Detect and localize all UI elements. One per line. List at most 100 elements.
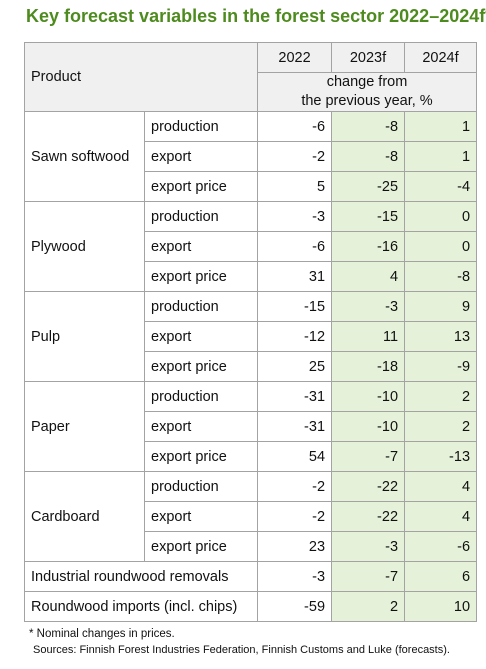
variable-label: production: [143, 471, 259, 502]
table-row: Industrial roundwood removals -3 -7 6: [23, 561, 478, 592]
value-2022: 23: [257, 531, 333, 562]
value-2023f: -10: [331, 411, 406, 442]
product-name: Pulp: [24, 291, 145, 382]
value-2024f: 0: [404, 201, 478, 232]
value-2024f: -4: [404, 171, 478, 202]
value-2024f: -13: [404, 441, 478, 472]
value-2024f: 2: [404, 381, 478, 412]
header-year-2024f: 2024f: [404, 42, 478, 73]
value-2024f: 4: [404, 471, 478, 502]
value-2022: -59: [257, 591, 333, 622]
table-row: Plywood production -3 -15 0: [24, 201, 478, 292]
variable-label: production: [143, 291, 259, 322]
value-2022: -6: [257, 111, 333, 142]
forecast-table: Product 2022 2023f 2024f change from the…: [23, 42, 478, 622]
value-2022: 54: [257, 441, 333, 472]
value-2024f: -8: [404, 261, 478, 292]
variable-label: export: [143, 231, 259, 262]
value-2024f: 4: [404, 501, 478, 532]
value-2022: -31: [257, 411, 333, 442]
variable-label: export: [143, 321, 259, 352]
value-2023f: -3: [331, 291, 406, 322]
variable-label: export: [143, 141, 259, 172]
table-row: export price 23 -3 -6: [25, 531, 478, 562]
value-2023f: 11: [331, 321, 406, 352]
value-2022: 5: [257, 171, 333, 202]
value-2024f: 0: [404, 231, 478, 262]
table-row: Roundwood imports (incl. chips) -59 2 10: [23, 591, 478, 622]
value-2023f: -3: [331, 531, 406, 562]
header-row-years: Product 2022 2023f 2024f: [23, 42, 478, 112]
value-2022: -15: [257, 291, 333, 322]
value-2024f: 6: [404, 561, 478, 592]
value-2022: -6: [257, 231, 333, 262]
header-year-2023f: 2023f: [331, 42, 406, 73]
variable-label: export price: [143, 171, 259, 202]
value-2024f: 1: [404, 111, 478, 142]
table-row: export price 31 4 -8: [25, 261, 478, 292]
value-2022: -12: [257, 321, 333, 352]
footnote: * Nominal changes in prices.: [29, 628, 175, 640]
row-label: Industrial roundwood removals: [23, 561, 259, 592]
value-2024f: 1: [404, 141, 478, 172]
value-2022: 31: [257, 261, 333, 292]
value-2023f: -8: [331, 111, 406, 142]
value-2024f: 13: [404, 321, 478, 352]
value-2022: -3: [257, 201, 333, 232]
product-name: Sawn softwood: [24, 111, 145, 202]
variable-label: production: [143, 201, 259, 232]
sources-note: Sources: Finnish Forest Industries Feder…: [33, 644, 450, 656]
value-2022: 25: [257, 351, 333, 382]
variable-label: export price: [143, 261, 259, 292]
value-2024f: -6: [404, 531, 478, 562]
value-2024f: 2: [404, 411, 478, 442]
header-unit-line2: the previous year, %: [301, 93, 433, 109]
value-2023f: 4: [331, 261, 406, 292]
value-2023f: -25: [331, 171, 406, 202]
variable-label: export price: [143, 351, 259, 382]
header-row-unit: change from the previous year, %: [25, 72, 478, 112]
product-name: Cardboard: [24, 471, 145, 562]
header-unit: change from the previous year, %: [257, 72, 478, 112]
header-product: Product: [23, 42, 259, 112]
table-row: Pulp production -15 -3 9: [24, 291, 478, 382]
value-2024f: 10: [404, 591, 478, 622]
table-row: Paper production -31 -10 2: [24, 381, 478, 472]
table-row: export price 25 -18 -9: [25, 351, 478, 382]
value-2024f: -9: [404, 351, 478, 382]
header-unit-line1: change from: [326, 74, 408, 90]
variable-label: production: [143, 111, 259, 142]
table-row: export -6 -16 0: [25, 231, 478, 262]
value-2022: -31: [257, 381, 333, 412]
table-row: export -2 -8 1: [25, 141, 478, 172]
value-2022: -3: [257, 561, 333, 592]
value-2022: -2: [257, 501, 333, 532]
value-2023f: -16: [331, 231, 406, 262]
value-2023f: -22: [331, 471, 406, 502]
value-2023f: -7: [331, 441, 406, 472]
table-row: export -12 11 13: [25, 321, 478, 352]
value-2023f: -18: [331, 351, 406, 382]
variable-label: export price: [143, 441, 259, 472]
table-row: Sawn softwood production -6 -8 1: [24, 111, 478, 202]
value-2023f: -7: [331, 561, 406, 592]
row-label: Roundwood imports (incl. chips): [23, 591, 259, 622]
value-2022: -2: [257, 141, 333, 172]
variable-label: export price: [143, 531, 259, 562]
forecast-table-body: Sawn softwood production -6 -8 1 export -2 -8 1 e…: [23, 111, 478, 622]
variable-label: export: [143, 411, 259, 442]
table-row: Cardboard production -2 -22 4: [24, 471, 478, 562]
table-row: export -2 -22 4: [25, 501, 478, 532]
table-title: Key forecast variables in the forest sec…: [26, 6, 486, 26]
header-year-2022: 2022: [257, 42, 333, 73]
product-name: Plywood: [24, 201, 145, 292]
value-2022: -2: [257, 471, 333, 502]
table-row: export -31 -10 2: [25, 411, 478, 442]
value-2023f: -8: [331, 141, 406, 172]
table-row: export price 5 -25 -4: [25, 171, 478, 202]
variable-label: export: [143, 501, 259, 532]
value-2023f: 2: [331, 591, 406, 622]
value-2024f: 9: [404, 291, 478, 322]
value-2023f: -22: [331, 501, 406, 532]
value-2023f: -10: [331, 381, 406, 412]
